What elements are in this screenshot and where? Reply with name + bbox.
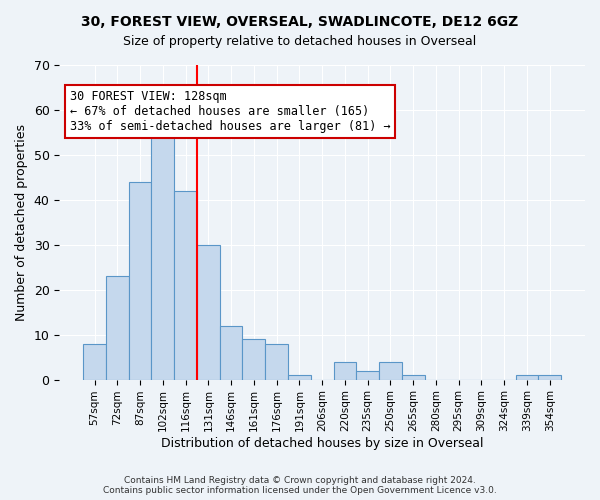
X-axis label: Distribution of detached houses by size in Overseal: Distribution of detached houses by size … (161, 437, 484, 450)
Bar (288, 375, 311, 380)
Y-axis label: Number of detached properties: Number of detached properties (15, 124, 28, 321)
Bar (379, 362, 402, 380)
Text: Contains HM Land Registry data © Crown copyright and database right 2024.
Contai: Contains HM Land Registry data © Crown c… (103, 476, 497, 495)
Bar (220, 326, 242, 380)
Bar (128, 182, 151, 380)
Bar (334, 362, 356, 380)
Bar (538, 375, 561, 380)
Text: 30 FOREST VIEW: 128sqm
← 67% of detached houses are smaller (165)
33% of semi-de: 30 FOREST VIEW: 128sqm ← 67% of detached… (70, 90, 391, 133)
Bar (356, 370, 379, 380)
Bar (515, 375, 538, 380)
Bar (242, 339, 265, 380)
Bar (265, 344, 288, 380)
Bar (151, 124, 174, 380)
Text: Size of property relative to detached houses in Overseal: Size of property relative to detached ho… (124, 35, 476, 48)
Text: 30, FOREST VIEW, OVERSEAL, SWADLINCOTE, DE12 6GZ: 30, FOREST VIEW, OVERSEAL, SWADLINCOTE, … (82, 15, 518, 29)
Bar (106, 276, 128, 380)
Bar (197, 245, 220, 380)
Bar (83, 344, 106, 380)
Bar (174, 191, 197, 380)
Bar (402, 375, 425, 380)
